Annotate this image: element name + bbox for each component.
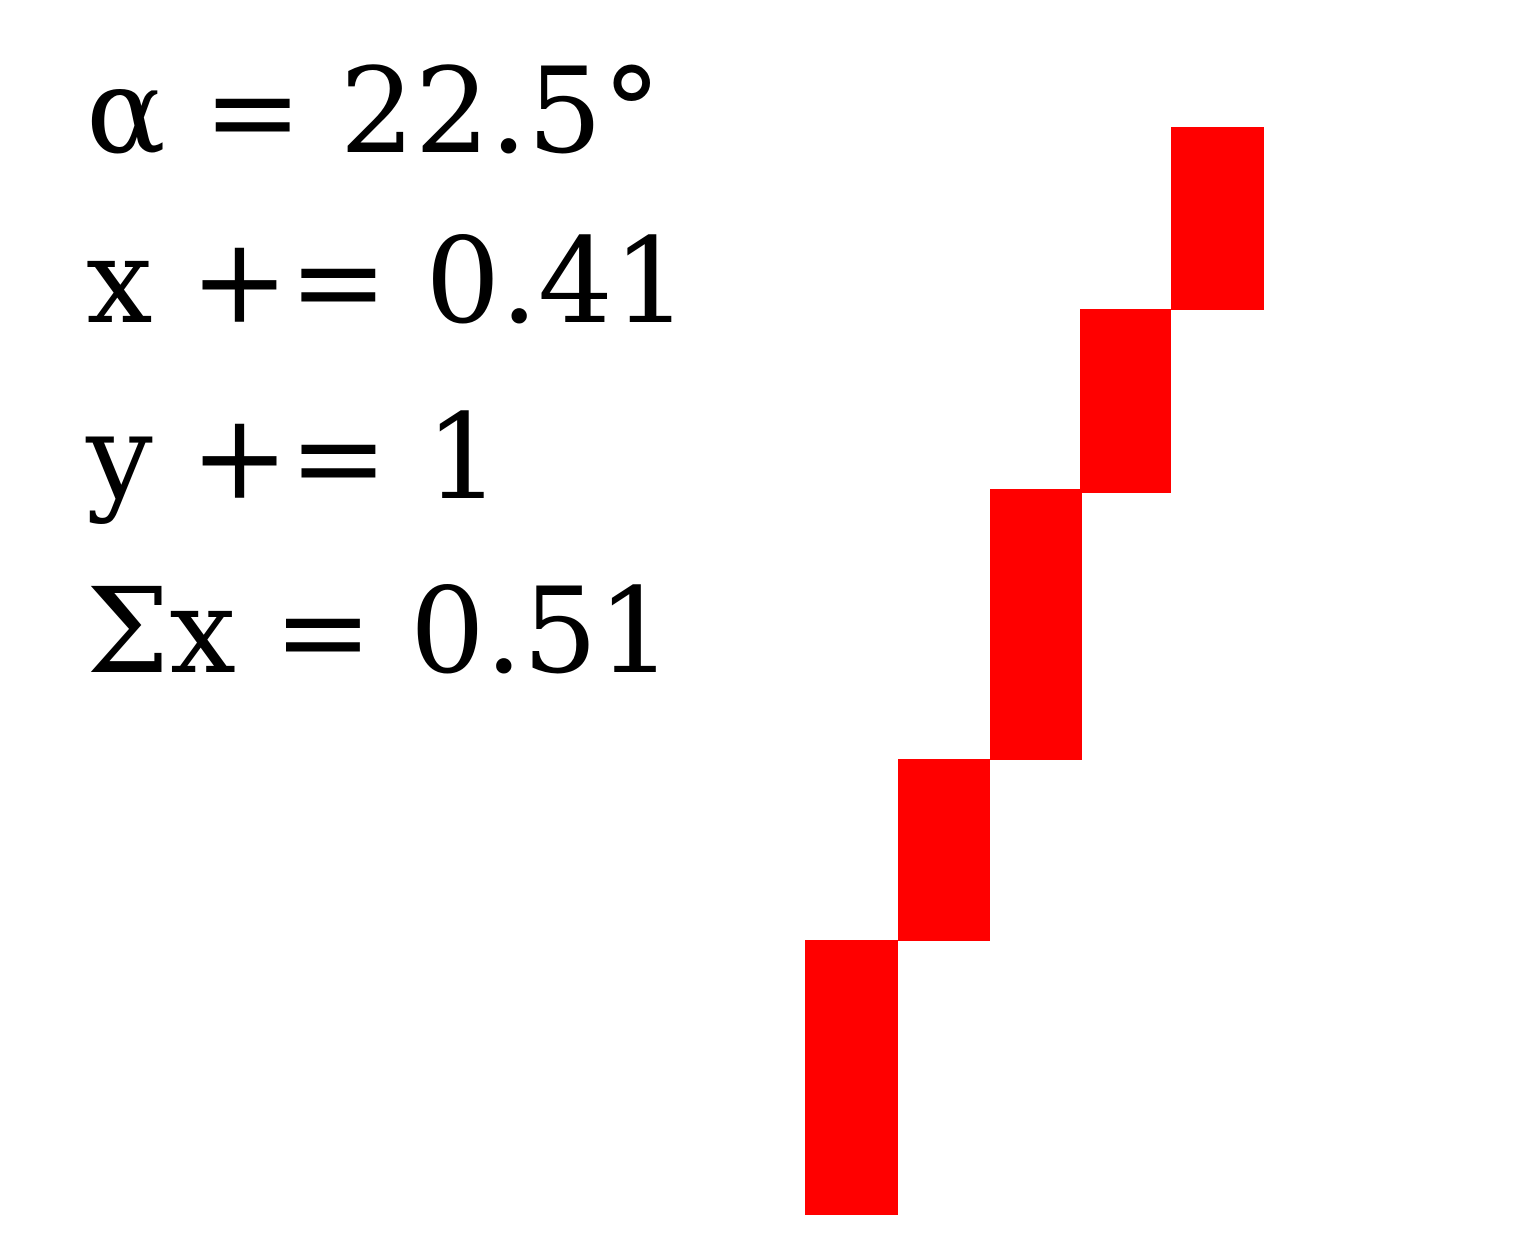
staircase-cell-1 xyxy=(805,940,898,1215)
equation-x-step: x += 0.41 xyxy=(86,212,689,350)
staircase-cell-3 xyxy=(990,489,1082,760)
equation-sum-x: Σx = 0.51 xyxy=(86,562,673,700)
equation-y-step: y += 1 xyxy=(86,388,501,526)
staircase-cell-2 xyxy=(898,759,990,941)
staircase-cell-4 xyxy=(1080,309,1171,493)
equation-alpha: α = 22.5° xyxy=(86,42,662,180)
staircase-cell-5 xyxy=(1171,127,1264,310)
